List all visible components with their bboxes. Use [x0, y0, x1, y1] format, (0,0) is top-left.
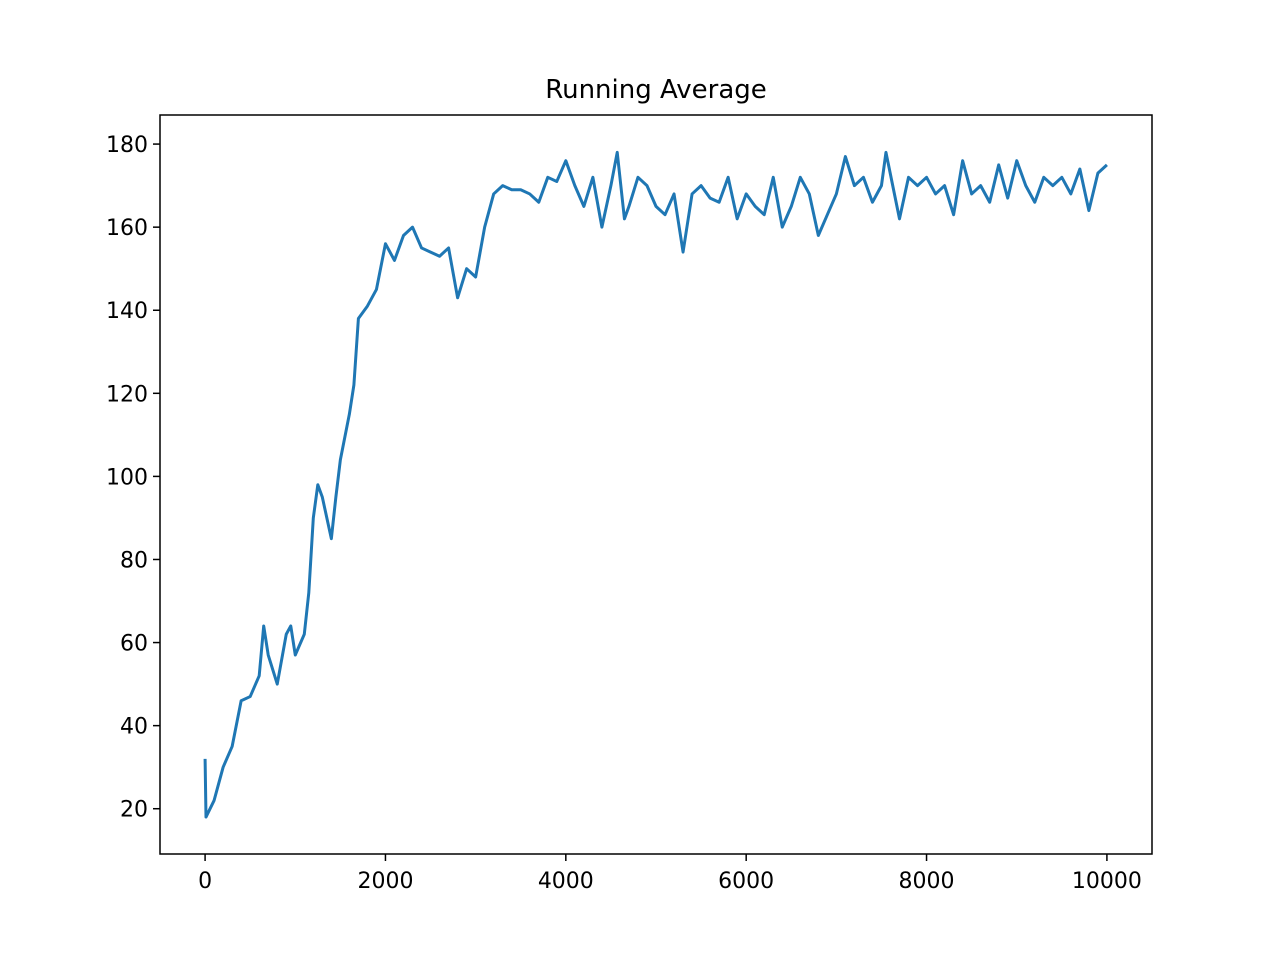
y-tick-label: 80 — [120, 548, 148, 573]
y-tick-label: 180 — [106, 133, 148, 158]
y-tick-label: 160 — [106, 216, 148, 241]
y-tick-label: 100 — [106, 465, 148, 490]
data-line — [203, 150, 1108, 819]
x-tick-label: 4000 — [538, 869, 594, 894]
x-tick-label: 2000 — [357, 869, 413, 894]
y-tick-label: 120 — [106, 382, 148, 407]
x-tick-label: 0 — [198, 869, 212, 894]
x-tick-label: 6000 — [718, 869, 774, 894]
chart-title: Running Average — [545, 75, 767, 105]
y-tick-label: 40 — [120, 715, 148, 740]
x-tick-label: 8000 — [899, 869, 955, 894]
y-tick-label: 140 — [106, 299, 148, 324]
axes-frame — [159, 114, 1153, 855]
y-tick-label: 20 — [120, 798, 148, 823]
x-tick-label: 10000 — [1072, 869, 1142, 894]
y-tick-label: 60 — [120, 632, 148, 657]
